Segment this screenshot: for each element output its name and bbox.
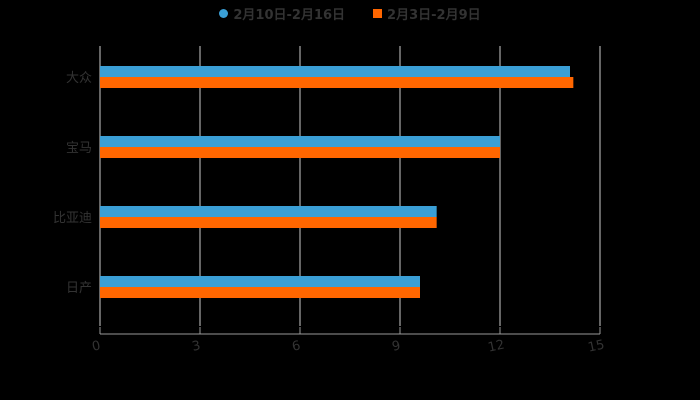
bar-2[interactable]	[100, 287, 420, 298]
chart-legend: 2月10日-2月16日 2月3日-2月9日	[0, 4, 700, 23]
bar-1[interactable]	[100, 276, 420, 287]
bar-2[interactable]	[100, 77, 574, 88]
x-tick-label: 12	[487, 338, 506, 356]
bar-2[interactable]	[100, 147, 500, 158]
bar-1[interactable]	[100, 66, 570, 77]
legend-label: 2月10日-2月16日	[233, 8, 346, 23]
x-tick-label: 15	[587, 338, 606, 356]
legend-item-series-1[interactable]: 2月10日-2月16日	[219, 4, 345, 23]
bar-1[interactable]	[100, 206, 437, 217]
bar-1[interactable]	[100, 136, 500, 147]
y-category-label: 日产	[66, 281, 92, 296]
legend-marker-square-icon	[373, 9, 383, 18]
y-category-label: 比亚迪	[53, 211, 92, 226]
y-category-label: 宝马	[66, 141, 92, 156]
x-tick-label: 9	[391, 338, 402, 354]
x-tick-label: 0	[91, 338, 102, 354]
x-tick-label: 3	[191, 338, 202, 354]
legend-label: 2月3日-2月9日	[387, 8, 481, 23]
y-category-label: 大众	[66, 71, 92, 86]
x-tick-label: 6	[291, 338, 302, 354]
legend-item-series-2[interactable]: 2月3日-2月9日	[373, 4, 481, 23]
bar-2[interactable]	[100, 217, 437, 228]
legend-marker-circle-icon	[219, 9, 229, 18]
